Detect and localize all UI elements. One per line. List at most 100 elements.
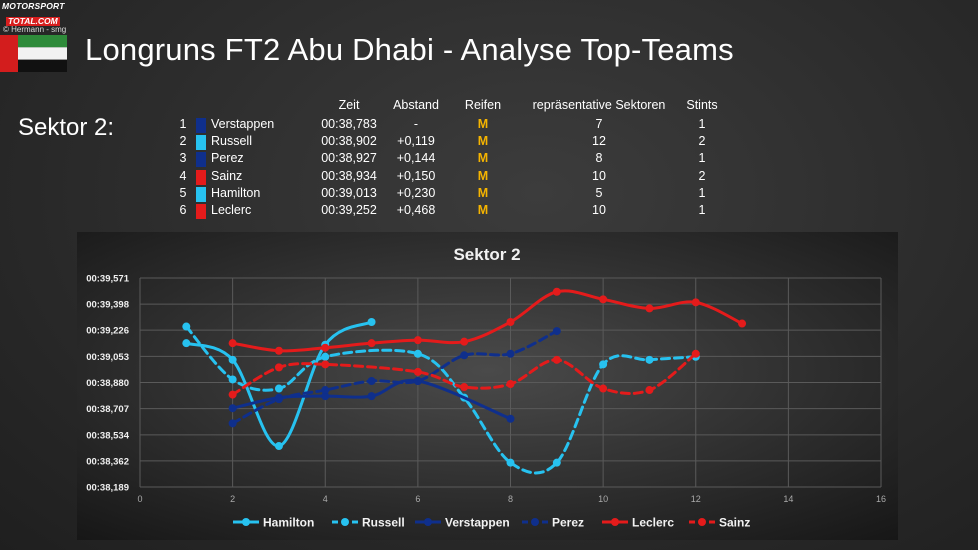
row-zeit: 00:39,252: [321, 203, 377, 217]
x-tick-label: 14: [783, 494, 793, 504]
y-tick-label: 00:38,707: [86, 404, 129, 415]
header-sektoren: repräsentative Sektoren: [532, 98, 666, 112]
y-tick-label: 00:39,053: [86, 352, 129, 363]
row-position: 1: [179, 117, 187, 131]
data-point-sainz: [413, 367, 422, 376]
row-abstand: -: [413, 117, 419, 131]
row-driver: Verstappen: [211, 117, 275, 131]
data-point-perez: [552, 327, 561, 336]
row-position: 2: [179, 134, 187, 149]
row-sektoren: 7: [595, 117, 603, 131]
team-color-swatch: [196, 152, 206, 168]
x-tick-label: 2: [230, 494, 235, 504]
data-point-leclerc: [645, 304, 654, 313]
chart-background: [77, 232, 898, 540]
row-sektoren: 10: [592, 168, 606, 183]
data-point-sainz: [274, 363, 283, 372]
logo-line1: MOTORSPORT: [2, 1, 65, 11]
row-stints: 1: [698, 151, 706, 166]
y-tick-label: 00:38,189: [86, 483, 129, 494]
row-abstand: +0,119: [397, 134, 435, 149]
row-stints: 1: [698, 117, 706, 131]
row-driver: Perez: [211, 151, 244, 166]
uae-flag-icon: [0, 35, 67, 72]
team-color-swatch: [196, 135, 206, 151]
data-point-leclerc: [552, 287, 561, 296]
data-point-russell: [182, 322, 191, 331]
y-tick-label: 00:39,571: [86, 274, 130, 285]
data-point-leclerc: [506, 318, 515, 327]
x-tick-label: 8: [508, 494, 513, 504]
legend-marker-perez: [531, 518, 539, 526]
row-zeit: 00:39,013: [321, 185, 377, 200]
x-tick-label: 10: [598, 494, 608, 504]
data-point-hamilton: [274, 442, 283, 451]
series-line-sainz: [231, 352, 698, 397]
data-point-leclerc: [321, 343, 330, 352]
photo-credit: © Hermann - smg: [3, 25, 67, 34]
legend-label-leclerc: Leclerc: [632, 516, 674, 530]
data-point-verstappen: [367, 392, 376, 401]
row-sektoren: 8: [595, 151, 603, 166]
row-zeit: 00:38,902: [321, 134, 377, 149]
data-point-russell: [228, 375, 237, 384]
motorsport-total-logo: MOTORSPORT TOTAL.COM: [2, 2, 66, 29]
data-point-sainz: [321, 360, 330, 369]
legend-marker-sainz: [698, 518, 706, 526]
data-point-perez: [274, 395, 283, 404]
sector-label: Sektor 2:: [18, 114, 115, 141]
line-chart: Sektor 2 00:38,189 00:38,362 00:38,534 00:38…: [77, 232, 898, 540]
row-position: 5: [179, 185, 187, 200]
row-zeit: 00:38,927: [321, 151, 377, 166]
data-point-leclerc: [738, 319, 747, 328]
data-point-perez: [460, 351, 469, 360]
data-point-sainz: [645, 386, 654, 395]
data-point-leclerc: [228, 339, 237, 348]
row-sektoren: 5: [595, 185, 603, 200]
data-point-russell: [321, 352, 330, 361]
legend-label-perez: Perez: [552, 516, 584, 530]
row-position: 4: [179, 168, 187, 183]
x-tick-label: 0: [137, 494, 142, 504]
data-point-sainz: [691, 349, 700, 358]
row-abstand: +0,144: [396, 151, 436, 166]
data-point-sainz: [460, 383, 469, 392]
team-color-swatch: [196, 186, 206, 202]
data-point-leclerc: [460, 337, 469, 346]
row-stints: 1: [698, 203, 706, 217]
row-position: 6: [179, 203, 187, 217]
data-point-verstappen: [228, 404, 237, 413]
team-color-swatch: [196, 118, 206, 133]
y-tick-label: 00:39,226: [86, 326, 129, 337]
row-stints: 1: [698, 185, 706, 200]
chart-title: Sektor 2: [453, 245, 520, 264]
data-point-russell: [552, 458, 561, 467]
x-tick-label: 4: [323, 494, 328, 504]
row-abstand: +0,468: [396, 203, 436, 217]
data-point-hamilton: [367, 318, 376, 327]
legend-marker-verstappen: [424, 518, 432, 526]
y-tick-label: 00:39,398: [86, 300, 129, 311]
data-point-leclerc: [274, 346, 283, 355]
page-title: Longruns FT2 Abu Dhabi - Analyse Top-Tea…: [85, 32, 734, 67]
data-point-russell: [599, 360, 608, 369]
row-stints: 2: [698, 134, 706, 149]
header-reifen: Reifen: [464, 98, 502, 112]
row-reifen: M: [477, 151, 489, 166]
data-point-sainz: [228, 390, 237, 399]
x-tick-label: 12: [691, 494, 701, 504]
header-abstand: Abstand: [393, 98, 439, 112]
legend-label-hamilton: Hamilton: [263, 516, 314, 530]
data-point-perez: [321, 386, 330, 395]
data-point-leclerc: [691, 298, 700, 307]
legend-marker-russell: [341, 518, 349, 526]
header-zeit: Zeit: [338, 98, 360, 112]
row-driver: Hamilton: [211, 185, 261, 200]
data-point-leclerc: [367, 339, 376, 348]
x-tick-label: 16: [876, 494, 886, 504]
row-reifen: M: [477, 168, 489, 183]
row-reifen: M: [477, 203, 489, 217]
legend-marker-leclerc: [611, 518, 619, 526]
data-point-russell: [274, 384, 283, 393]
data-point-perez: [228, 419, 237, 428]
